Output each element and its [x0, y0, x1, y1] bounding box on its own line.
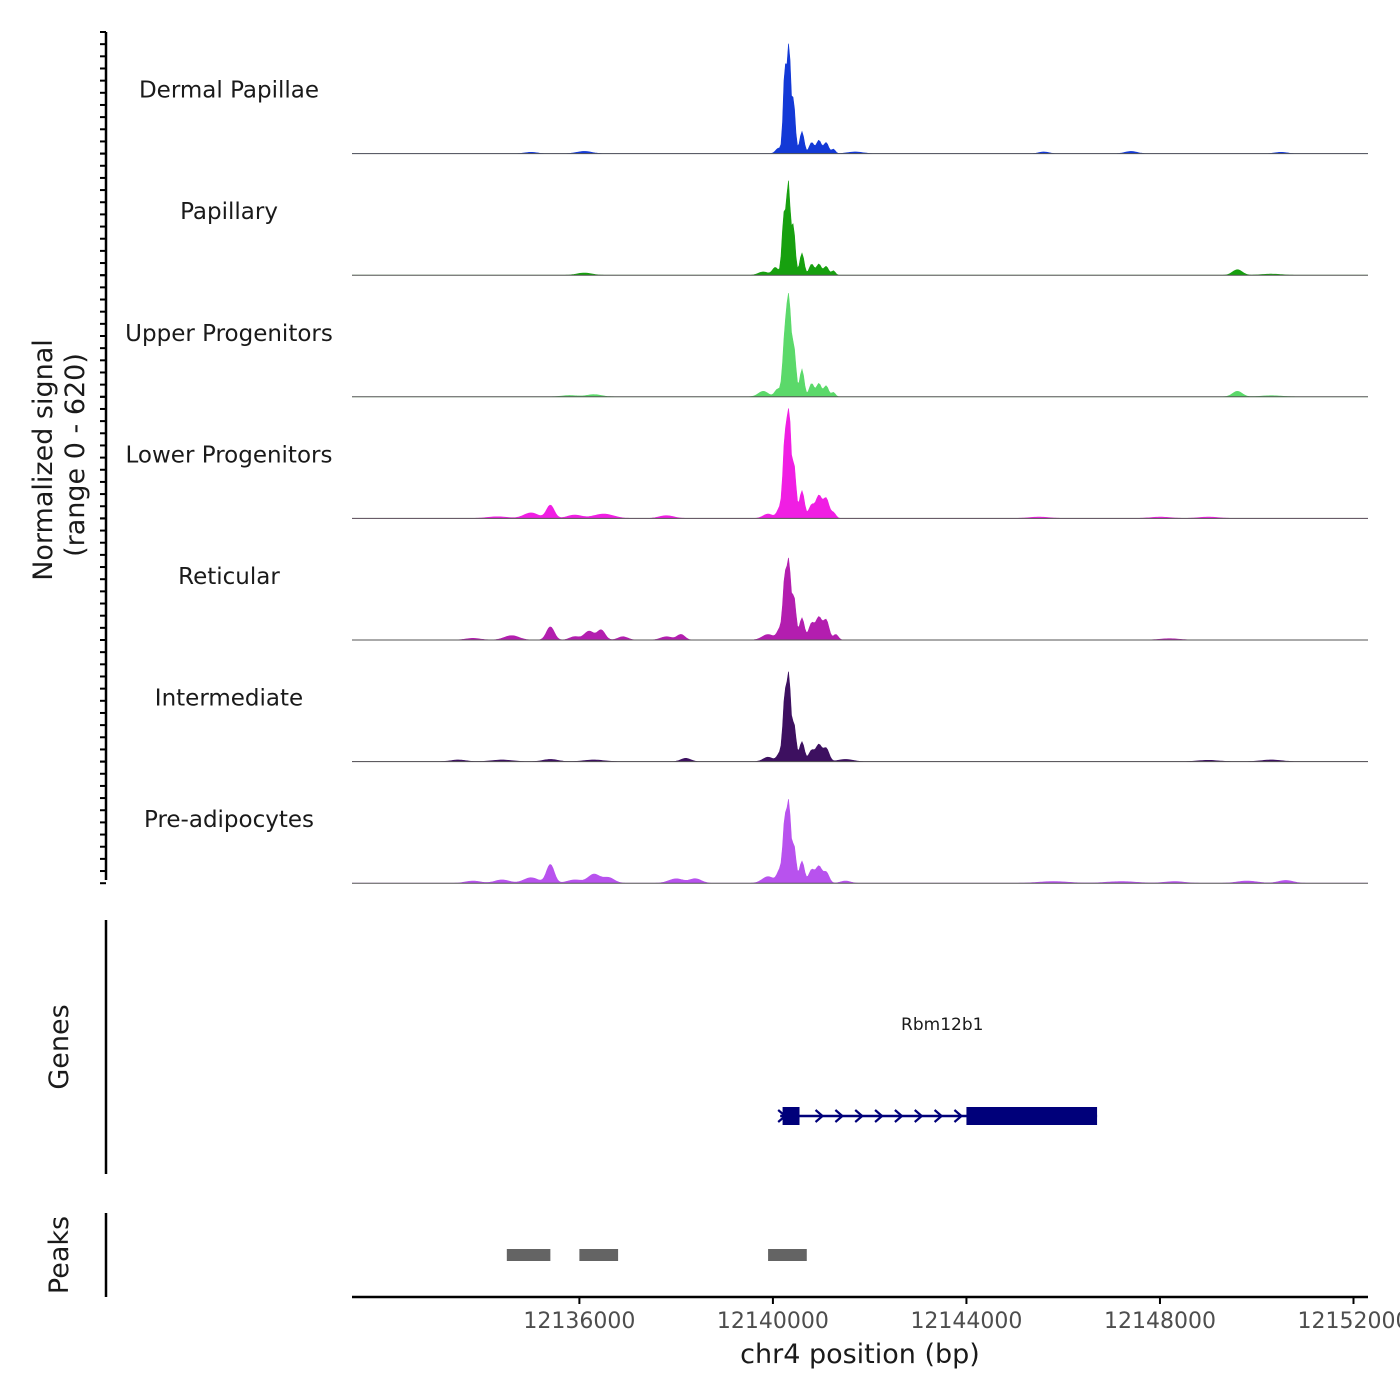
x-tick-label: 12144000 [910, 1309, 1022, 1334]
track-label-upper-progenitors: Upper Progenitors [125, 321, 333, 347]
coverage-track-intermediate: Intermediate [100, 639, 1368, 763]
coverage-panel: Dermal Papillae Papillary Upper Progenitor… [100, 31, 1368, 885]
x-axis-label: chr4 position (bp) [740, 1339, 980, 1370]
coverage-area-dermal-papillae [352, 43, 1368, 154]
strand-arrow [874, 1109, 884, 1123]
x-tick-label: 12152000 [1297, 1309, 1400, 1334]
track-label-papillary: Papillary [180, 199, 278, 225]
coverage-area-upper-progenitors [352, 293, 1368, 398]
track-label-intermediate: Intermediate [155, 686, 303, 712]
strand-arrow [834, 1109, 845, 1123]
peak-region [506, 1249, 551, 1261]
x-tick-label: 12148000 [1104, 1309, 1216, 1334]
coverage-area-intermediate [352, 671, 1368, 762]
strand-arrow [933, 1109, 944, 1123]
gene-rbm12b1: Rbm12b1 [777, 1015, 1098, 1125]
track-label-pre-adipocytes: Pre-adipocytes [144, 807, 314, 833]
peak-region [768, 1249, 807, 1261]
track-label-reticular: Reticular [178, 564, 280, 590]
strand-arrow [814, 1109, 825, 1123]
coverage-track-papillary: Papillary [100, 152, 1368, 277]
gene-exon [966, 1107, 1098, 1125]
coverage-track-upper-progenitors: Upper Progenitors [100, 274, 1368, 398]
track-label-lower-progenitors: Lower Progenitors [126, 442, 333, 468]
peak-region [579, 1249, 619, 1261]
y-axis-label: Normalized signal [28, 339, 59, 581]
coverage-area-reticular [352, 557, 1368, 641]
genes-track-label: Genes [44, 1004, 75, 1089]
x-tick-label: 12140000 [717, 1309, 829, 1334]
strand-arrow [914, 1109, 924, 1123]
peaks-track-label: Peaks [44, 1216, 75, 1294]
x-axis: 12136000 12140000 12144000 12148000 12152000 [352, 1295, 1400, 1334]
strand-arrow [854, 1109, 864, 1123]
coverage-track-pre-adipocytes: Pre-adipocytes [100, 760, 1368, 885]
y-axis-range-label: (range 0 - 620) [60, 353, 91, 557]
strand-arrow [953, 1109, 964, 1123]
coverage-area-pre-adipocytes [352, 799, 1368, 884]
gene-name-label: Rbm12b1 [901, 1015, 983, 1035]
track-label-dermal-papillae: Dermal Papillae [139, 78, 319, 104]
gene-exon [782, 1107, 800, 1125]
genes-panel: Rbm12b1 [104, 920, 1098, 1174]
x-tick-label: 12136000 [523, 1309, 635, 1334]
peaks-panel [104, 1213, 807, 1297]
strand-arrow [894, 1109, 904, 1123]
coverage-area-lower-progenitors [352, 408, 1368, 519]
coverage-track-reticular: Reticular [100, 517, 1368, 641]
coverage-track-dermal-papillae: Dermal Papillae [100, 31, 1368, 155]
coverage-area-papillary [352, 180, 1368, 276]
coverage-track-lower-progenitors: Lower Progenitors [100, 395, 1368, 520]
